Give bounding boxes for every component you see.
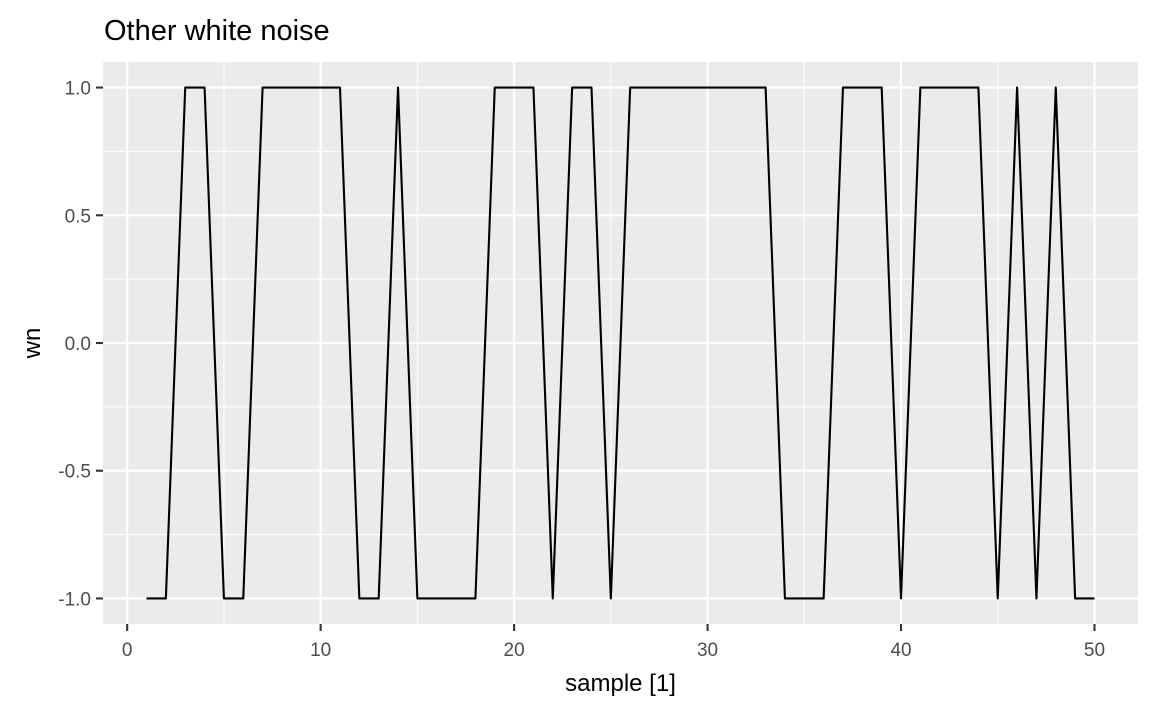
- series-line: [146, 86, 1095, 600]
- x-tick-label: 40: [890, 640, 911, 661]
- y-axis-title: wn: [19, 328, 46, 360]
- series-layer: [146, 86, 1095, 600]
- y-tick-label: -1.0: [58, 589, 91, 610]
- x-tick-label: 20: [504, 640, 525, 661]
- chart-title: Other white noise: [104, 15, 330, 47]
- x-axis: 0 10 20 30 40 50: [122, 624, 1105, 661]
- y-tick-label: -0.5: [58, 462, 91, 483]
- y-tick-label: 0.0: [65, 334, 91, 355]
- x-tick-label: 0: [122, 640, 133, 661]
- y-tick-label: 1.0: [65, 79, 91, 100]
- x-axis-title: sample [1]: [565, 670, 676, 697]
- x-tick-label: 10: [310, 640, 331, 661]
- x-tick-label: 30: [697, 640, 718, 661]
- y-axis: -1.0 -0.5 0.0 0.5 1.0: [58, 79, 103, 610]
- y-tick-label: 0.5: [65, 206, 91, 227]
- x-tick-label: 50: [1084, 640, 1105, 661]
